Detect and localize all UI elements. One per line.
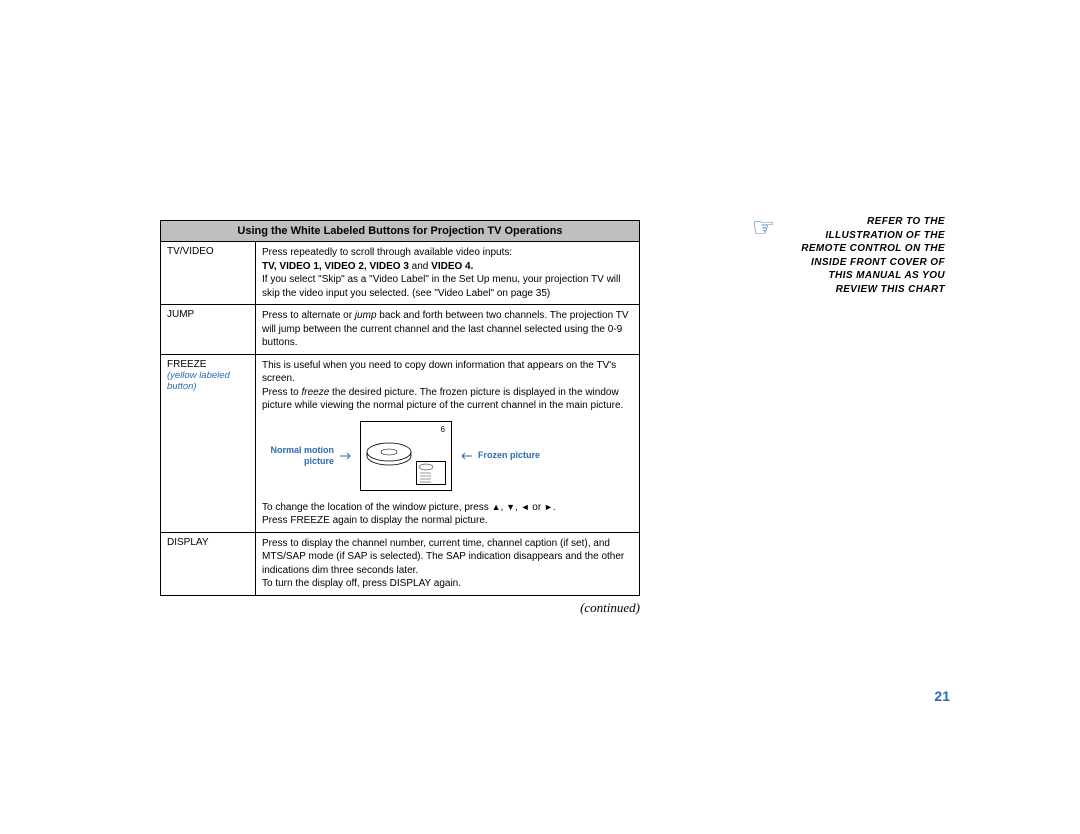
side-note-line: REVIEW THIS CHART [836, 284, 945, 295]
sub-label: (yellow labeled button) [167, 370, 230, 392]
row-label: TV/VIDEO [161, 242, 256, 305]
arrow-up-icon: ▲ [492, 502, 501, 512]
label-text: TV/VIDEO [167, 246, 214, 257]
desc-text: Press FREEZE again to display the normal… [262, 515, 488, 526]
side-note-line: INSIDE FRONT COVER OF [811, 257, 945, 268]
table-row: JUMP Press to alternate or jump back and… [161, 305, 640, 355]
label-text: FREEZE [167, 359, 206, 370]
desc-text: If you select "Skip" as a "Video Label" … [262, 274, 620, 299]
operations-table: Using the White Labeled Buttons for Proj… [160, 220, 640, 596]
diagram-left-label: Normal motion picture [262, 445, 334, 467]
arrow-right-solid-icon: ► [544, 502, 553, 512]
desc-text: Press to display the channel number, cur… [262, 538, 624, 576]
desc-text: . [553, 502, 556, 513]
desc-italic: freeze [301, 387, 329, 398]
diagram-right-label: Frozen picture [478, 449, 558, 461]
inset-disc-icon [417, 462, 447, 486]
row-description: Press to display the channel number, cur… [256, 532, 640, 595]
side-note-line: THIS MANUAL AS YOU [829, 270, 945, 281]
desc-text: This is useful when you need to copy dow… [262, 360, 616, 385]
label-text: JUMP [167, 309, 194, 320]
row-description: Press to alternate or jump back and fort… [256, 305, 640, 355]
inset-window [416, 461, 446, 485]
row-label: FREEZE (yellow labeled button) [161, 354, 256, 532]
page-number: 21 [934, 688, 950, 704]
row-label: JUMP [161, 305, 256, 355]
desc-bold: VIDEO 4. [431, 261, 473, 272]
arrow-down-icon: ▼ [506, 502, 515, 512]
desc-italic: jump [355, 310, 377, 321]
row-description: This is useful when you need to copy dow… [256, 354, 640, 532]
freeze-diagram: Normal motion picture 6 [262, 421, 633, 491]
row-description: Press repeatedly to scroll through avail… [256, 242, 640, 305]
arrow-right-icon [340, 452, 354, 460]
side-note-line: REFER TO THE [867, 216, 945, 227]
diagram-tv-box: 6 [360, 421, 452, 491]
continued-label: (continued) [160, 600, 640, 616]
side-note: REFER TO THE ILLUSTRATION OF THE REMOTE … [745, 215, 945, 296]
table-header: Using the White Labeled Buttons for Proj… [161, 221, 640, 242]
label-text: DISPLAY [167, 537, 209, 548]
arrow-left-solid-icon: ◄ [521, 502, 530, 512]
side-note-line: REMOTE CONTROL ON THE [801, 243, 945, 254]
side-note-line: ILLUSTRATION OF THE [825, 230, 945, 241]
desc-text: Press to alternate or [262, 310, 355, 321]
desc-text: Press to [262, 387, 301, 398]
desc-text: and [409, 261, 431, 272]
disc-icon [365, 436, 413, 468]
table-row: FREEZE (yellow labeled button) This is u… [161, 354, 640, 532]
desc-text: Press repeatedly to scroll through avail… [262, 247, 512, 258]
arrow-left-icon [458, 452, 472, 460]
row-label: DISPLAY [161, 532, 256, 595]
desc-text: To turn the display off, press DISPLAY a… [262, 578, 461, 589]
table-row: DISPLAY Press to display the channel num… [161, 532, 640, 595]
table-row: TV/VIDEO Press repeatedly to scroll thro… [161, 242, 640, 305]
channel-number: 6 [441, 425, 445, 436]
desc-text: To change the location of the window pic… [262, 502, 492, 513]
desc-bold: TV, VIDEO 1, VIDEO 2, VIDEO 3 [262, 261, 409, 272]
